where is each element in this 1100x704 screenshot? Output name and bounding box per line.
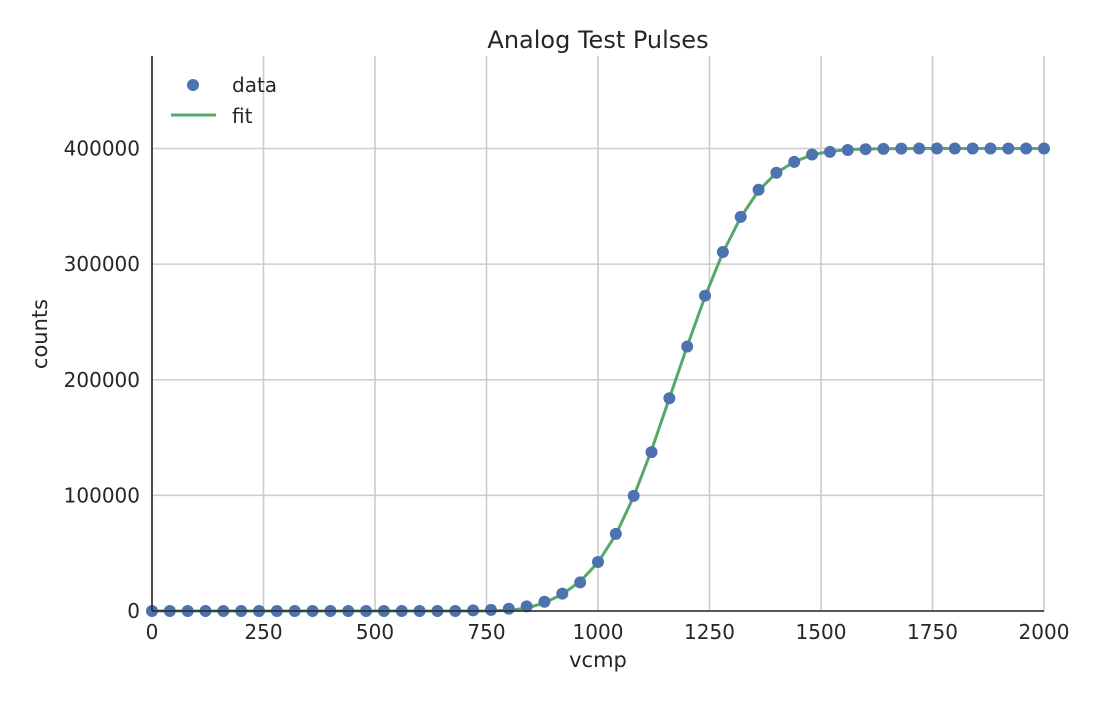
x-tick-label: 1750 (907, 620, 958, 644)
chart-title: Analog Test Pulses (487, 26, 708, 54)
grid (151, 56, 1045, 612)
legend-data-label: data (232, 73, 277, 97)
legend-data-marker (187, 79, 199, 91)
data-point (663, 392, 676, 405)
data-point (752, 183, 765, 196)
data-point (520, 600, 533, 613)
data-point (770, 166, 783, 179)
data-point (1002, 142, 1015, 155)
x-tick-label: 750 (467, 620, 505, 644)
legend-fit-label: fit (232, 104, 253, 128)
x-tick-label: 1500 (796, 620, 847, 644)
data-point (502, 602, 515, 615)
data-point (609, 527, 622, 540)
data-point (484, 603, 497, 616)
data-point (574, 576, 587, 589)
y-tick-label: 300000 (64, 252, 140, 276)
data-point (699, 289, 712, 302)
data-point (788, 155, 801, 168)
data-point (645, 446, 658, 459)
x-tick-label: 1250 (684, 620, 735, 644)
data-point (913, 142, 926, 155)
data-point (948, 142, 961, 155)
x-tick-label: 0 (146, 620, 159, 644)
data-point (895, 142, 908, 155)
data-point (1020, 142, 1033, 155)
data-point (966, 142, 979, 155)
data-point (716, 245, 729, 258)
x-axis-label: vcmp (569, 648, 627, 672)
x-tick-label: 2000 (1019, 620, 1070, 644)
data-point (841, 144, 854, 157)
data-point (877, 142, 890, 155)
data-point (627, 489, 640, 502)
data-point (984, 142, 997, 155)
x-tick-label: 500 (356, 620, 394, 644)
data-point (1038, 142, 1050, 155)
data-series (146, 142, 1050, 617)
data-point (681, 340, 694, 353)
y-tick-label: 100000 (64, 483, 140, 507)
x-tick-label: 1000 (573, 620, 624, 644)
data-point (734, 210, 747, 223)
data-point (930, 142, 943, 155)
data-point (592, 555, 604, 568)
y-tick-label: 200000 (64, 368, 140, 392)
data-point (823, 145, 836, 158)
legend: data fit (171, 73, 277, 128)
data-point (556, 587, 569, 600)
data-point (538, 595, 551, 608)
x-tick-label: 250 (244, 620, 282, 644)
data-point (806, 148, 819, 161)
y-tick-label: 400000 (64, 137, 140, 161)
y-axis-label: counts (28, 299, 52, 369)
data-point (859, 143, 872, 156)
axes: 0 250 500 750 1000 1250 1500 1750 2000 0 100000 200… (64, 56, 1070, 644)
y-tick-label: 0 (127, 599, 140, 623)
